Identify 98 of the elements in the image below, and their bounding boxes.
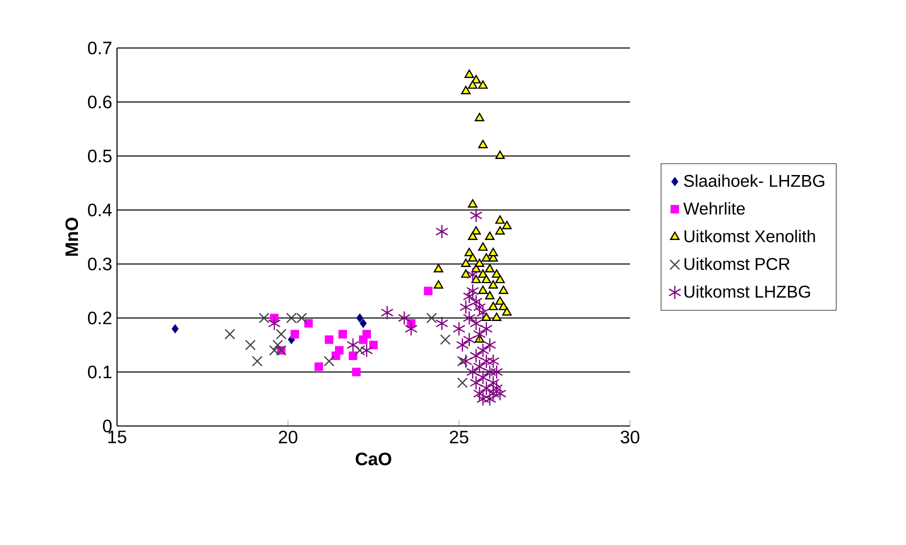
point [488, 248, 498, 256]
point [346, 338, 360, 352]
point [495, 274, 505, 284]
point [224, 328, 236, 340]
point [426, 312, 437, 324]
point [354, 345, 366, 356]
point [502, 220, 512, 230]
point [434, 264, 444, 272]
point [474, 112, 484, 122]
point [471, 74, 481, 84]
point [252, 356, 263, 366]
point [290, 330, 300, 338]
point [478, 242, 488, 251]
point [485, 264, 495, 272]
point [468, 253, 478, 262]
y-tick-label: 0.1 [88, 366, 112, 378]
point [457, 377, 468, 388]
point [466, 268, 480, 282]
point [478, 140, 488, 148]
x-tick-label: 25 [450, 430, 468, 444]
point [483, 338, 496, 352]
point [461, 86, 471, 94]
point [268, 316, 281, 331]
point [478, 80, 488, 89]
point [369, 340, 378, 350]
point [488, 280, 498, 289]
y-tick-label: 0 [103, 420, 112, 432]
y-tick-label: 0.6 [88, 96, 112, 108]
point [356, 313, 364, 323]
point [482, 274, 492, 284]
legend-label: Wehrlite [683, 202, 745, 215]
y-tick-label: 0.4 [88, 204, 112, 216]
point [470, 208, 482, 223]
point [358, 335, 368, 344]
point [502, 307, 512, 316]
point [462, 289, 476, 304]
point [272, 340, 284, 350]
point [468, 80, 478, 89]
point [461, 258, 471, 267]
point [314, 362, 324, 371]
legend-label: Uitkomst Xenolith [684, 230, 815, 242]
point [464, 70, 474, 78]
point [348, 352, 358, 360]
y-axis-title: MnO [65, 218, 78, 256]
point [457, 356, 468, 366]
point [495, 215, 505, 224]
point [482, 253, 492, 262]
y-tick-label: 0.7 [88, 42, 112, 54]
point [245, 340, 256, 350]
y-tick-label: 0.2 [88, 312, 112, 324]
point [436, 224, 448, 239]
point [498, 286, 508, 294]
point [473, 300, 486, 314]
x-axis-title: CaO [356, 452, 392, 466]
point [474, 258, 484, 267]
point [495, 226, 505, 235]
x-tick-label: 15 [108, 430, 126, 444]
point [488, 302, 498, 310]
point [478, 286, 488, 294]
x-tick-label: 30 [620, 430, 640, 444]
point [478, 269, 488, 278]
point [456, 338, 469, 352]
point [495, 296, 505, 305]
point [276, 328, 286, 340]
legend-label: Uitkomst LHZBG [684, 285, 810, 298]
point [462, 332, 476, 347]
point [380, 305, 394, 320]
point [338, 330, 347, 338]
point [468, 232, 478, 240]
point [324, 335, 334, 344]
point [332, 352, 340, 360]
point [495, 150, 505, 159]
point [258, 312, 270, 324]
point [485, 232, 495, 240]
x-tick-label: 20 [278, 430, 298, 444]
y-tick-label: 0.3 [88, 258, 112, 270]
point [436, 316, 448, 331]
point [352, 368, 361, 376]
y-tick-label: 0.5 [88, 150, 112, 162]
legend-label: Slaaihoek- LHZBG [684, 174, 824, 187]
point [476, 392, 490, 406]
point [172, 324, 179, 334]
point [486, 386, 500, 401]
point [492, 312, 502, 321]
point [304, 319, 313, 328]
point [452, 322, 466, 336]
point [440, 334, 451, 345]
point [468, 199, 478, 208]
point [424, 286, 432, 296]
point [324, 356, 334, 366]
point [360, 318, 367, 328]
legend-label: Uitkomst PCR [684, 258, 790, 270]
point [434, 280, 444, 289]
point [461, 269, 471, 278]
point [485, 290, 495, 300]
point [360, 343, 374, 358]
point [480, 322, 493, 336]
point [490, 380, 503, 396]
